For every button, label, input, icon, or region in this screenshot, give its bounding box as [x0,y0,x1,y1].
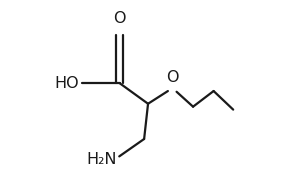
Text: O: O [113,11,126,26]
Text: HO: HO [54,76,79,91]
Text: H₂N: H₂N [87,152,117,167]
Text: O: O [166,70,179,85]
